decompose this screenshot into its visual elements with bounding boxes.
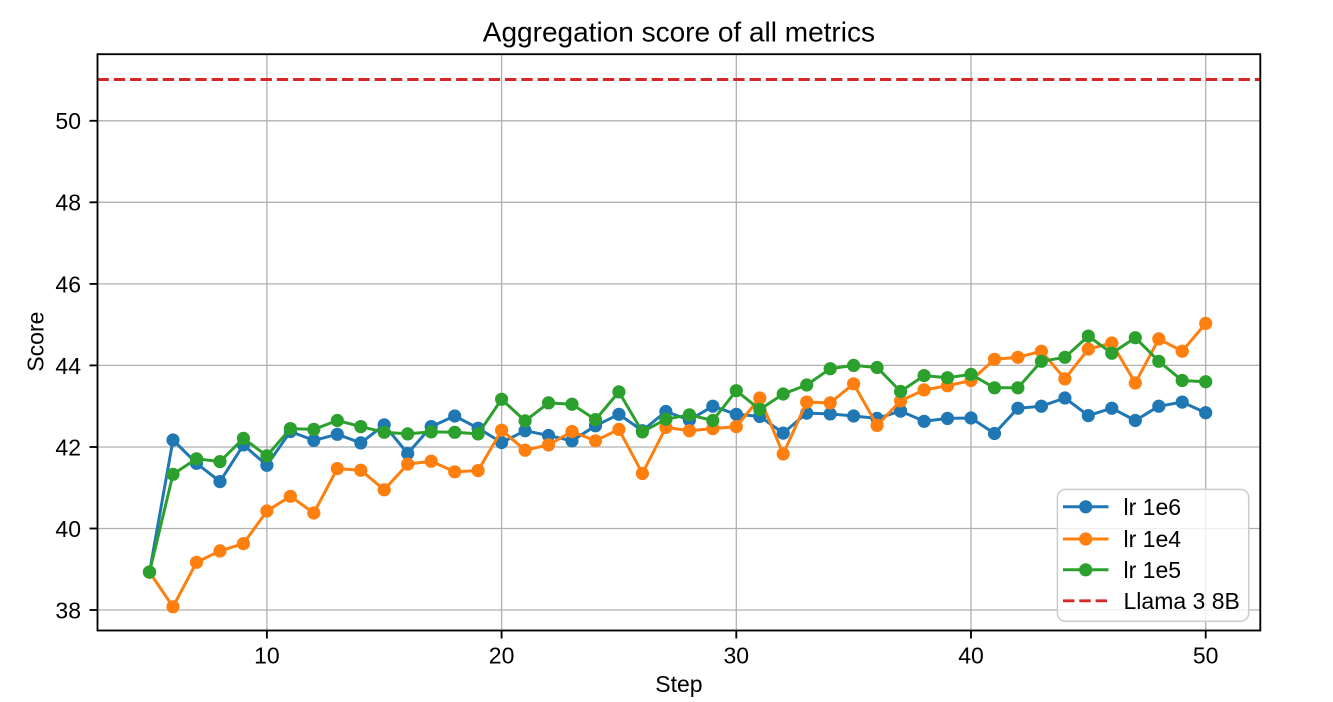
svg-text:44: 44: [55, 353, 81, 379]
svg-text:20: 20: [489, 642, 515, 668]
svg-text:40: 40: [55, 516, 81, 542]
svg-text:Aggregation score of all metri: Aggregation score of all metrics: [483, 17, 875, 48]
svg-text:lr 1e6: lr 1e6: [1124, 494, 1182, 520]
svg-text:Score: Score: [23, 312, 49, 372]
svg-text:50: 50: [55, 108, 81, 134]
svg-text:46: 46: [55, 271, 81, 297]
svg-text:lr 1e4: lr 1e4: [1124, 526, 1182, 552]
svg-text:42: 42: [55, 434, 81, 460]
svg-text:40: 40: [958, 642, 984, 668]
svg-text:10: 10: [254, 642, 280, 668]
svg-text:50: 50: [1193, 642, 1219, 668]
svg-text:38: 38: [55, 597, 81, 623]
svg-text:30: 30: [724, 642, 750, 668]
svg-text:Llama 3 8B: Llama 3 8B: [1124, 588, 1240, 614]
svg-text:lr 1e5: lr 1e5: [1124, 557, 1182, 583]
svg-text:Step: Step: [655, 671, 702, 697]
svg-text:48: 48: [55, 190, 81, 216]
